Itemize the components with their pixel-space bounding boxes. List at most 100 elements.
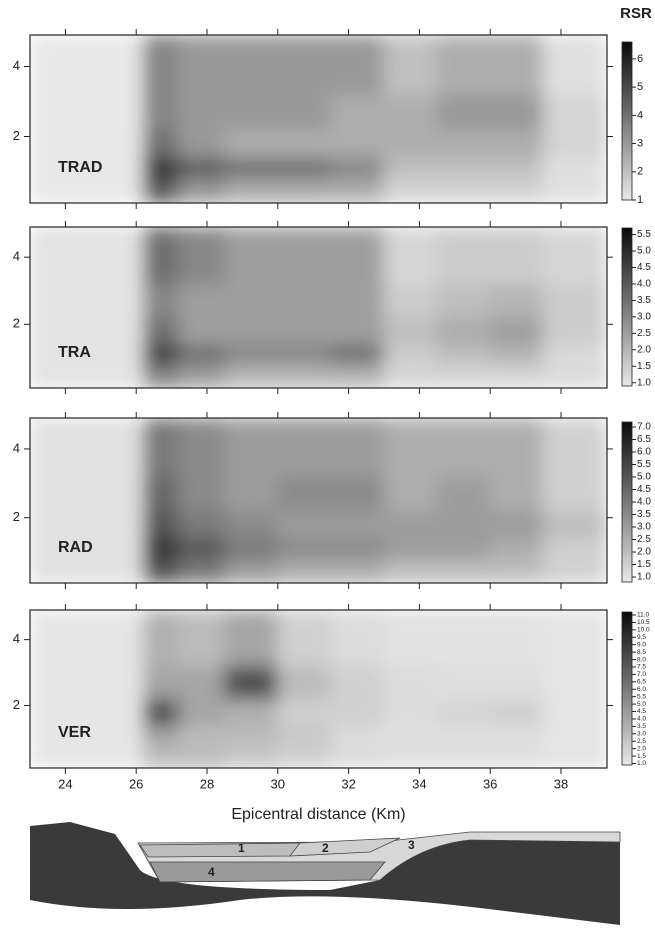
cell [383, 283, 438, 319]
cell [489, 157, 544, 179]
cell [436, 178, 491, 203]
colorbar-tick-label: 6.0 [637, 447, 651, 458]
cell [542, 610, 607, 667]
cell [542, 157, 607, 179]
panel-label: TRA [58, 344, 91, 361]
cell [436, 537, 491, 560]
cell [436, 698, 491, 726]
cell [489, 343, 544, 366]
cell [330, 178, 385, 203]
layer-4 [149, 861, 386, 883]
cell [224, 610, 279, 667]
y-tick-label: 4 [13, 58, 20, 73]
colorbar-tick-label: 3.0 [637, 312, 651, 323]
cell [489, 227, 544, 285]
cell [142, 744, 180, 768]
cell [30, 283, 144, 319]
cell [277, 317, 332, 345]
colorbar-tick-label: 4.0 [637, 279, 651, 290]
cell [178, 665, 226, 700]
colorbar-tick-label: 2.5 [637, 738, 646, 745]
cell [436, 364, 491, 388]
cell [277, 610, 332, 667]
cell [30, 475, 144, 512]
cell [224, 418, 279, 477]
cell [224, 558, 279, 583]
cell [489, 610, 544, 667]
bedrock [30, 822, 620, 925]
cell [489, 510, 544, 539]
cell [383, 698, 438, 726]
cell [383, 724, 438, 746]
cell [142, 558, 180, 583]
cell [30, 558, 144, 583]
colorbar-tick-label: 2.0 [637, 547, 651, 558]
cell [30, 178, 144, 203]
cell [30, 157, 144, 179]
cell [542, 724, 607, 746]
y-tick-label: 2 [13, 509, 20, 524]
cell [489, 178, 544, 203]
cell [489, 35, 544, 95]
cell [436, 610, 491, 667]
cell [277, 129, 332, 158]
cell [224, 744, 279, 768]
cell [489, 317, 544, 345]
colorbar-tick-label: 7.0 [637, 422, 651, 433]
cell [542, 94, 607, 130]
colorbar-tick-label: 4.5 [637, 262, 651, 273]
cell [178, 418, 226, 477]
x-tick-label: 38 [554, 776, 568, 791]
cell [277, 35, 332, 95]
cell [489, 418, 544, 477]
cell [383, 510, 438, 539]
cell [330, 35, 385, 95]
cell [330, 475, 385, 512]
cell [330, 343, 385, 366]
x-tick-label: 24 [58, 776, 72, 791]
cell [542, 317, 607, 345]
x-tick-label: 34 [412, 776, 426, 791]
cell [142, 698, 180, 726]
colorbar-tick-label: 5.0 [637, 246, 651, 257]
cell [178, 178, 226, 203]
cell [489, 698, 544, 726]
cell [489, 364, 544, 388]
cell [436, 558, 491, 583]
cell [277, 510, 332, 539]
colorbar [621, 611, 633, 766]
cell [436, 317, 491, 345]
cell [178, 558, 226, 583]
colorbar-tick-label: 1.5 [637, 361, 651, 372]
colorbar-tick-label: 11.0 [637, 612, 650, 619]
cell [383, 418, 438, 477]
cell [542, 418, 607, 477]
x-tick-label: 26 [129, 776, 143, 791]
cell [224, 283, 279, 319]
y-tick-label: 2 [13, 316, 20, 331]
colorbar-tick-label: 3.0 [637, 522, 651, 533]
colorbar-tick-label: 4.5 [637, 708, 646, 715]
layer-label: 4 [208, 865, 215, 879]
cell [30, 418, 144, 477]
cell [142, 283, 180, 319]
cell [383, 94, 438, 130]
layer-1 [139, 842, 311, 858]
cell [277, 665, 332, 700]
cell [436, 94, 491, 130]
cell [330, 157, 385, 179]
colorbar-tick-label: 6.5 [637, 434, 651, 445]
colorbar [621, 227, 633, 387]
colorbar-tick-label: 4.0 [637, 497, 651, 508]
cell [277, 364, 332, 388]
cell [277, 744, 332, 768]
colorbar-tick-label: 3 [637, 137, 643, 149]
cell [436, 510, 491, 539]
colorbar-tick-label: 1.5 [637, 559, 651, 570]
colorbar-tick-label: 2.5 [637, 534, 651, 545]
colorbar-tick-label: 2 [637, 166, 643, 178]
cross-section: 1 2 3 4 [30, 822, 621, 925]
cell [142, 178, 180, 203]
cell [178, 343, 226, 366]
colorbar-tick-label: 10.5 [637, 619, 650, 626]
